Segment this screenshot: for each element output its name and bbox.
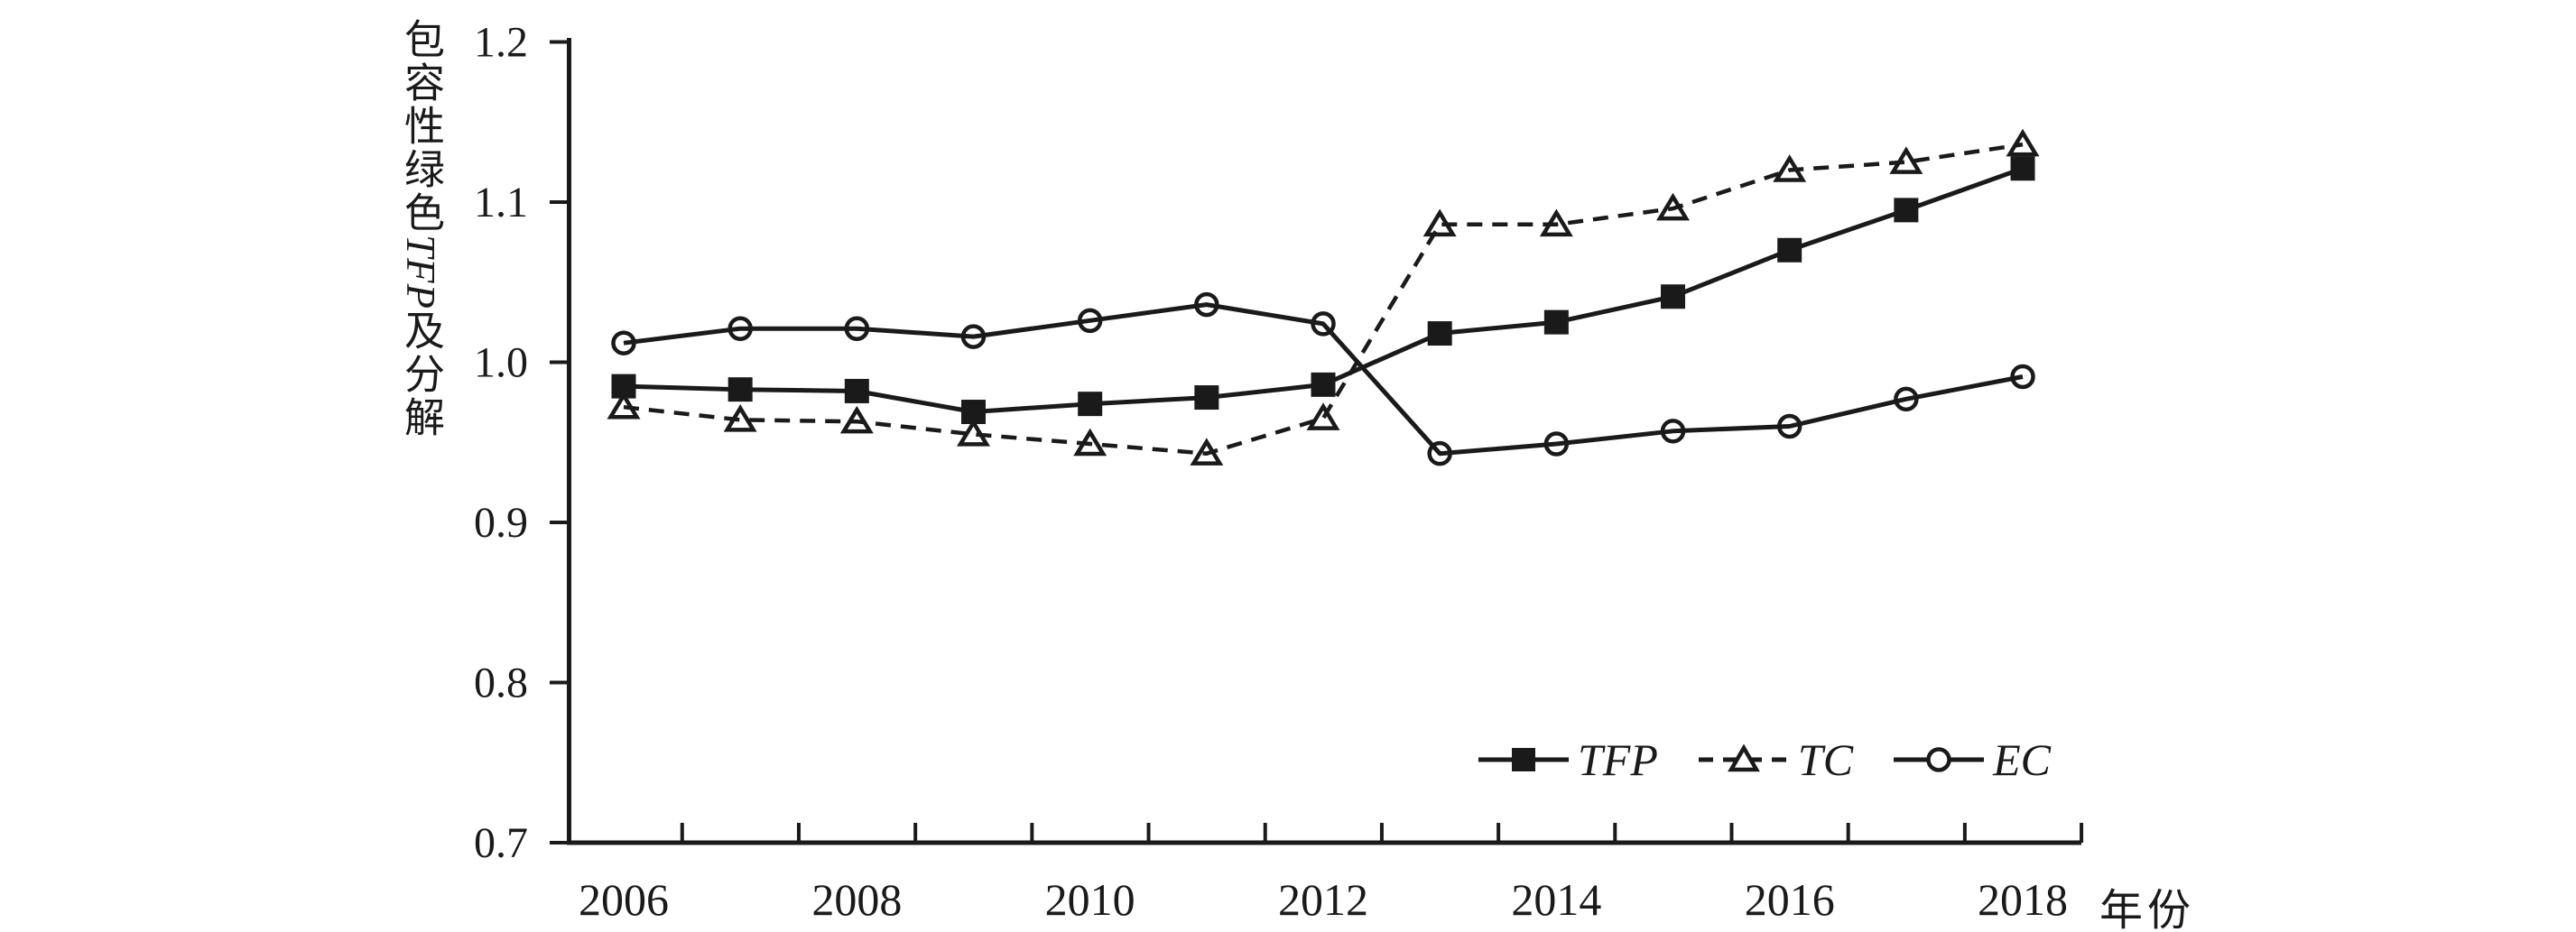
y-tick-label: 0.8 [474,660,528,707]
y-tick-label: 1.1 [474,179,528,226]
series-tfp-marker [2010,156,2035,181]
series-tfp-marker [1661,284,1686,309]
series-tfp-marker [1777,237,1802,263]
y-tick-label: 1.0 [474,339,528,387]
series-tfp-marker [844,378,869,403]
legend-item-ec: EC [1894,734,2051,786]
legend-item-tfp: TFP [1478,734,1658,786]
x-tick-label: 2008 [811,874,902,925]
open-circle-line-icon [1894,747,1985,772]
x-tick-label: 2010 [1045,874,1135,925]
y-tick-label: 1.2 [474,19,528,67]
y-axis-title: 包容性绿色TFP及分解 [395,18,446,439]
filled-square-line-icon [1478,748,1569,771]
x-tick-label: 2012 [1278,874,1368,925]
legend-sample-tc [1698,734,1789,786]
legend-item-tc: TC [1698,734,1854,786]
x-tick-label: 2006 [579,874,669,925]
series-ec-line [623,302,2024,457]
y-axis-title-tfp: TFP [398,235,443,310]
y-tick-label: 0.7 [474,819,528,867]
legend-label-tfp: TFP [1578,734,1658,785]
series-tfp-marker [1311,372,1336,397]
legend-sample-tfp [1478,734,1569,786]
series-tc-marker [2006,128,2040,157]
legend-sample-ec [1894,734,1985,786]
legend-label-ec: EC [1993,734,2051,785]
series-tc-line [623,142,2024,456]
y-axis-title-prefix: 包容性绿色 [398,18,443,235]
x-tick-label: 2018 [1978,874,2068,925]
y-axis-title-suffix: 及分解 [398,309,443,440]
series-tfp-marker [1078,392,1103,417]
x-tick-label: 2014 [1511,874,1601,925]
y-tick-label: 0.9 [474,499,528,547]
x-tick-label: 2016 [1745,874,1835,925]
series-tfp-marker [1427,321,1452,346]
series-tfp-marker [1543,309,1569,335]
legend-label-tc: TC [1797,734,1854,785]
series-tfp-marker [1194,385,1219,411]
x-axis-title: 年份 [2099,887,2196,932]
series-tfp-marker [1894,198,1919,223]
open-triangle-line-icon [1698,743,1789,772]
series-tfp-marker [727,377,753,402]
legend: TFP TC EC [1478,734,2051,786]
